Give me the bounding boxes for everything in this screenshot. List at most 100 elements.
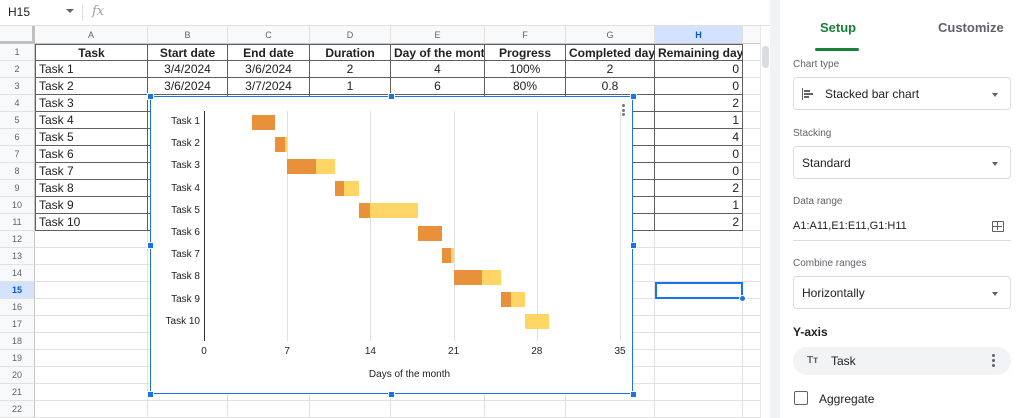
column-header-b[interactable]: B (148, 26, 228, 44)
column-header-d[interactable]: D (310, 26, 391, 44)
row-header-2[interactable]: 2 (0, 61, 35, 78)
cell[interactable] (35, 333, 148, 350)
cell[interactable] (743, 112, 760, 129)
row-header-13[interactable]: 13 (0, 248, 35, 265)
select-all-corner[interactable] (0, 26, 35, 44)
row-header-22[interactable]: 22 (0, 401, 35, 418)
table-cell[interactable]: Task 5 (35, 129, 148, 146)
tab-customize[interactable]: Customize (938, 20, 1004, 35)
table-cell[interactable]: Task 9 (35, 197, 148, 214)
bar-completed[interactable] (287, 158, 316, 174)
cell[interactable] (743, 129, 760, 146)
column-header-extra[interactable] (743, 26, 760, 44)
cell[interactable] (35, 384, 148, 401)
row-header-16[interactable]: 16 (0, 299, 35, 316)
cell[interactable] (35, 316, 148, 333)
table-cell[interactable]: Task 4 (35, 112, 148, 129)
table-cell[interactable]: 1 (655, 112, 743, 129)
table-cell[interactable]: 2 (655, 180, 743, 197)
bar-remaining[interactable] (524, 314, 549, 330)
table-cell[interactable]: 0 (655, 163, 743, 180)
cell[interactable] (655, 265, 743, 282)
column-header-g[interactable]: G (566, 26, 655, 44)
cell[interactable] (655, 248, 743, 265)
table-cell[interactable]: 3/4/2024 (148, 61, 228, 78)
table-header-cell[interactable]: Start date (148, 44, 228, 61)
scrollbar-thumb[interactable] (762, 46, 769, 68)
fill-handle[interactable] (739, 295, 746, 302)
bar-remaining[interactable] (482, 269, 502, 285)
chart-more-icon[interactable] (620, 104, 626, 118)
bar-remaining[interactable] (315, 158, 335, 174)
row-header-15[interactable]: 15 (0, 282, 35, 299)
cell[interactable] (228, 401, 310, 418)
cell[interactable] (743, 333, 760, 350)
cell[interactable] (655, 333, 743, 350)
chart-resize-handle[interactable] (630, 242, 637, 249)
bar-completed[interactable] (441, 247, 452, 263)
row-header-6[interactable]: 6 (0, 129, 35, 146)
bar-remaining[interactable] (284, 136, 288, 152)
cell[interactable] (655, 384, 743, 401)
cell[interactable] (566, 401, 655, 418)
bar-completed[interactable] (275, 136, 285, 152)
cell[interactable] (743, 299, 760, 316)
bar-remaining[interactable] (451, 247, 454, 263)
table-cell[interactable]: Task 8 (35, 180, 148, 197)
table-header-cell[interactable]: Remaining days (655, 44, 743, 61)
cell[interactable] (743, 61, 760, 78)
selected-cell-h15[interactable] (655, 282, 743, 299)
row-header-11[interactable]: 11 (0, 214, 35, 231)
table-cell[interactable]: 2 (310, 61, 391, 78)
cell[interactable] (655, 316, 743, 333)
column-header-c[interactable]: C (228, 26, 310, 44)
table-header-cell[interactable]: Day of the month (391, 44, 485, 61)
stacking-dropdown[interactable]: Standard (793, 146, 1011, 179)
cell[interactable] (35, 282, 148, 299)
table-cell[interactable]: 100% (485, 61, 566, 78)
bar-remaining[interactable] (344, 181, 359, 197)
row-header-8[interactable]: 8 (0, 163, 35, 180)
cell[interactable] (743, 367, 760, 384)
row-header-20[interactable]: 20 (0, 367, 35, 384)
table-cell[interactable]: 2 (655, 214, 743, 231)
cell[interactable] (743, 146, 760, 163)
table-cell[interactable]: 3/6/2024 (148, 78, 228, 95)
chart-resize-handle[interactable] (388, 93, 395, 100)
table-cell[interactable]: 0 (655, 146, 743, 163)
column-header-e[interactable]: E (391, 26, 485, 44)
vertical-scrollbar[interactable] (760, 26, 770, 418)
bar-remaining[interactable] (510, 292, 525, 308)
cell[interactable] (655, 299, 743, 316)
row-header-14[interactable]: 14 (0, 265, 35, 282)
cell[interactable] (391, 401, 485, 418)
bar-completed[interactable] (417, 225, 442, 241)
cell[interactable] (743, 95, 760, 112)
table-cell[interactable]: 2 (655, 95, 743, 112)
bar-completed[interactable] (334, 181, 345, 197)
row-header-3[interactable]: 3 (0, 78, 35, 95)
cell[interactable] (35, 299, 148, 316)
column-header-f[interactable]: F (485, 26, 566, 44)
chart-resize-handle[interactable] (147, 93, 154, 100)
cell[interactable] (743, 163, 760, 180)
table-cell[interactable]: 2 (566, 61, 655, 78)
table-cell[interactable]: Task 2 (35, 78, 148, 95)
table-cell[interactable]: 3/7/2024 (228, 78, 310, 95)
row-header-9[interactable]: 9 (0, 180, 35, 197)
cell[interactable] (148, 401, 228, 418)
cell[interactable] (743, 316, 760, 333)
bar-completed[interactable] (501, 292, 511, 308)
cell[interactable] (743, 231, 760, 248)
more-options-icon[interactable] (992, 354, 995, 369)
row-header-1[interactable]: 1 (0, 44, 35, 61)
table-cell[interactable]: Task 10 (35, 214, 148, 231)
select-range-grid-icon[interactable] (992, 221, 1004, 232)
name-box[interactable]: H15 (8, 5, 31, 19)
table-cell[interactable]: 4 (391, 61, 485, 78)
table-cell[interactable]: 3/6/2024 (228, 61, 310, 78)
name-box-dropdown-icon[interactable] (66, 9, 74, 13)
cell[interactable] (655, 367, 743, 384)
cell[interactable] (743, 401, 760, 418)
cell[interactable] (566, 384, 655, 401)
